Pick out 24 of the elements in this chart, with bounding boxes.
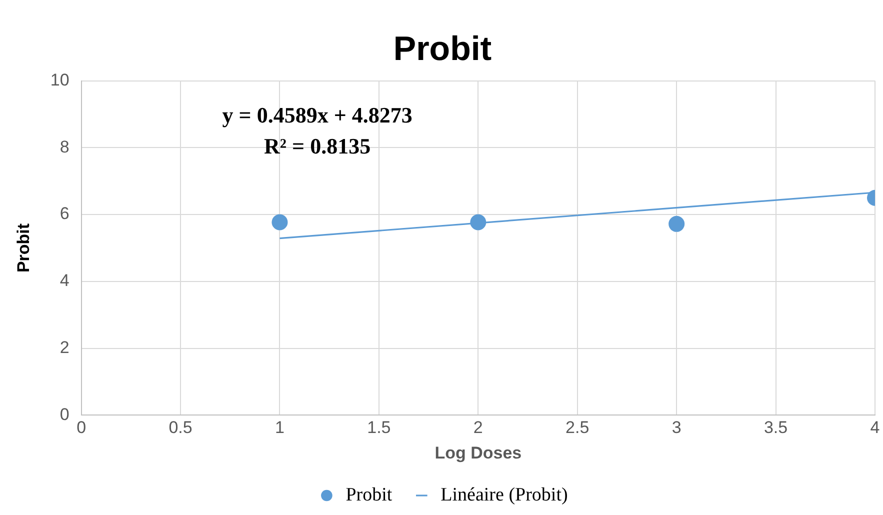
x-axis-title: Log Doses	[434, 443, 522, 462]
x-tick-label: 0	[76, 418, 86, 438]
y-tick-label: 10	[50, 70, 70, 90]
x-tick-label: 3	[672, 418, 682, 438]
x-tick-label: 2	[473, 418, 483, 438]
point	[470, 214, 486, 230]
annotation: R² = 0.8135	[264, 133, 371, 158]
annotation: y = 0.4589x + 4.8273	[222, 102, 412, 128]
legend-label: Probit	[346, 484, 393, 506]
y-tick-label: 4	[60, 271, 70, 290]
legend-label: Linéaire (Probit)	[440, 484, 568, 506]
x-tick-label: 4	[870, 418, 880, 438]
y-tick-label: 0	[60, 404, 70, 424]
x-tick-label: 1.5	[367, 418, 391, 438]
y-axis-title: Probit	[14, 223, 33, 273]
x-tick-label: 0.5	[168, 418, 192, 438]
x-tick-label: 2.5	[566, 418, 590, 438]
y-tick-label: 8	[60, 137, 70, 156]
chart-title: Probit	[393, 30, 492, 68]
point	[272, 214, 288, 230]
y-tick-label: 6	[60, 204, 70, 224]
x-tick-label: 3.5	[764, 418, 788, 438]
x-tick-label: 1	[274, 418, 284, 438]
y-tick-label: 2	[60, 338, 70, 358]
